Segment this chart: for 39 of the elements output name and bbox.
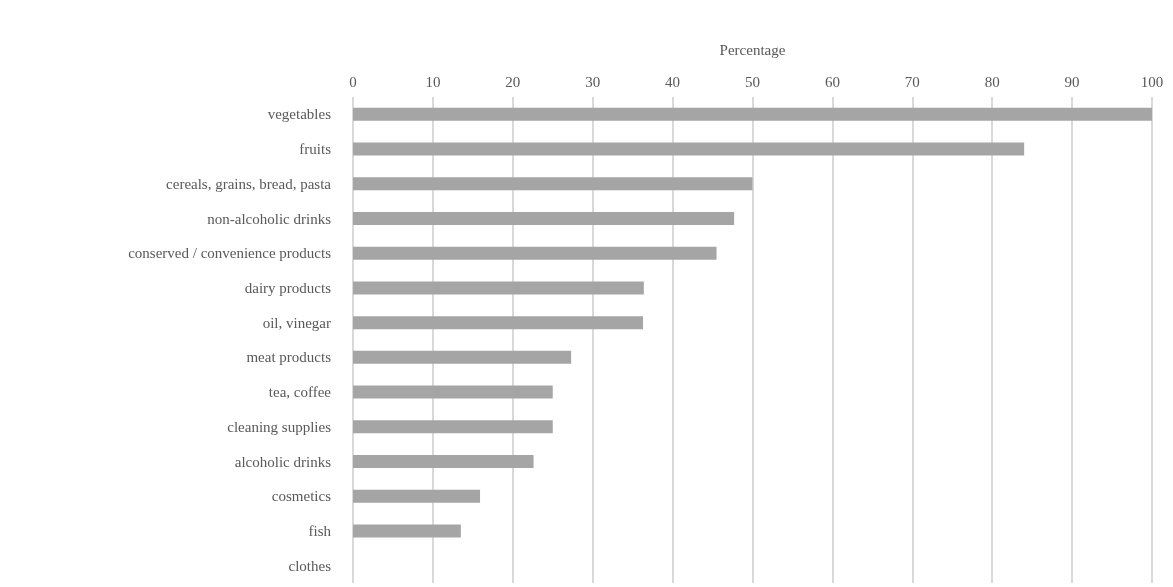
x-tick-label: 50: [745, 73, 760, 90]
x-tick-label: 60: [824, 73, 840, 90]
bar: [353, 489, 481, 503]
x-tick-label: 40: [665, 73, 681, 90]
x-tick-label: 10: [425, 73, 441, 90]
bar: [353, 350, 572, 364]
bar: [353, 385, 553, 399]
x-axis-title: Percentage: [719, 41, 786, 58]
y-tick-label: fruits: [299, 141, 332, 158]
y-tick-label: fish: [308, 522, 332, 539]
y-tick-label: tea, coffee: [268, 384, 332, 401]
bar: [353, 142, 1025, 156]
x-tick-label: 30: [585, 73, 601, 90]
bar: [353, 281, 644, 295]
y-tick-label: cereals, grains, bread, pasta: [166, 175, 332, 192]
y-tick-label: cosmetics: [271, 488, 332, 505]
y-tick-label: non-alcoholic drinks: [207, 210, 332, 227]
bar: [353, 212, 735, 225]
y-tick-label: meat products: [246, 349, 332, 366]
x-tick-label: 90: [1064, 73, 1080, 90]
x-tick-label: 20: [505, 73, 521, 90]
y-tick-label: vegetables: [267, 106, 332, 123]
bar: [353, 420, 553, 434]
bar: [353, 316, 644, 330]
x-tick-label: 70: [904, 73, 920, 90]
bar: [353, 177, 753, 191]
y-tick-label: oil, vinegar: [262, 314, 331, 331]
x-tick-label: 0: [349, 73, 357, 90]
bar: [353, 455, 534, 468]
y-tick-label: clothes: [288, 557, 332, 574]
y-tick-label: dairy products: [244, 279, 332, 296]
y-tick-label: alcoholic drinks: [234, 453, 332, 470]
y-tick-label: cleaning supplies: [227, 418, 332, 435]
x-tick-label: 100: [1140, 73, 1164, 90]
x-tick-label: 80: [984, 73, 1000, 90]
y-tick-label: conserved / convenience products: [128, 245, 332, 262]
bar: [353, 524, 461, 538]
bar: [353, 246, 717, 260]
bar: [353, 107, 1152, 121]
